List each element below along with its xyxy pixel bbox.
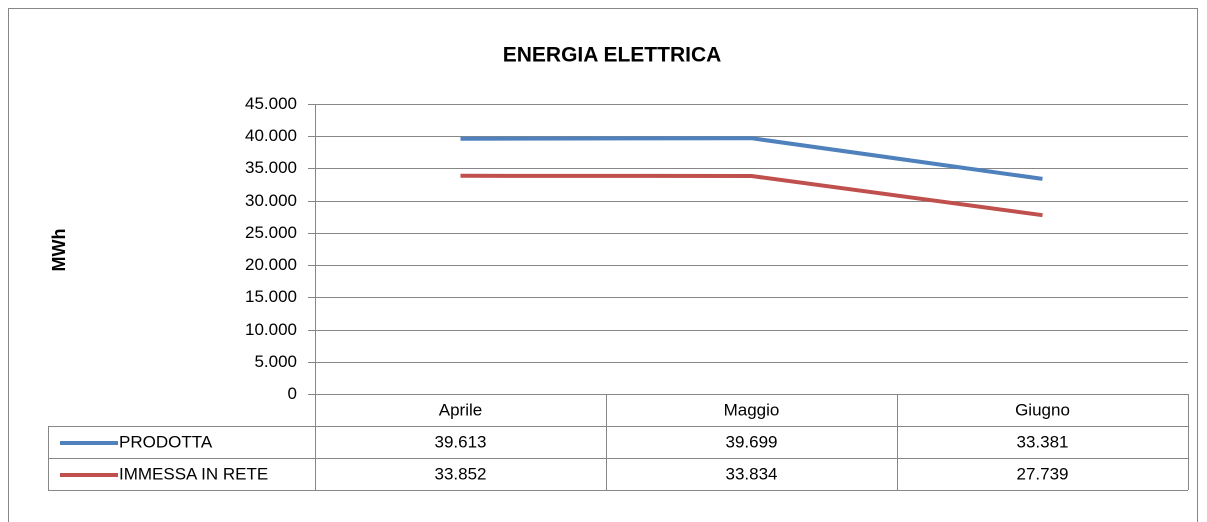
legend-label: IMMESSA IN RETE (119, 464, 268, 483)
x-tick-label: Aprile (439, 400, 482, 419)
data-table-value: 39.613 (435, 432, 487, 451)
x-tick-label: Maggio (724, 400, 780, 419)
series-line (460, 136, 1043, 181)
data-table-value: 33.852 (435, 464, 487, 483)
data-table-value: 33.834 (726, 464, 778, 483)
y-axis-label: MWh (49, 229, 69, 272)
data-table-value: 33.381 (1017, 432, 1069, 451)
data-table-value: 39.699 (726, 432, 778, 451)
y-tick-label: 45.000 (245, 94, 297, 113)
legend-label: PRODOTTA (119, 432, 213, 451)
y-tick-label: 15.000 (245, 287, 297, 306)
y-tick-label: 0 (288, 384, 297, 403)
y-tick-label: 35.000 (245, 158, 297, 177)
y-tick-label: 5.000 (254, 352, 297, 371)
y-tick-label: 25.000 (245, 223, 297, 242)
x-tick-label: Giugno (1015, 400, 1070, 419)
y-tick-label: 40.000 (245, 126, 297, 145)
y-tick-label: 10.000 (245, 320, 297, 339)
series-line (460, 173, 1043, 218)
y-tick-label: 30.000 (245, 191, 297, 210)
chart-title: ENERGIA ELETTRICA (503, 44, 722, 67)
chart-border (8, 8, 1198, 522)
y-tick-label: 20.000 (245, 255, 297, 274)
data-table-value: 27.739 (1017, 464, 1069, 483)
